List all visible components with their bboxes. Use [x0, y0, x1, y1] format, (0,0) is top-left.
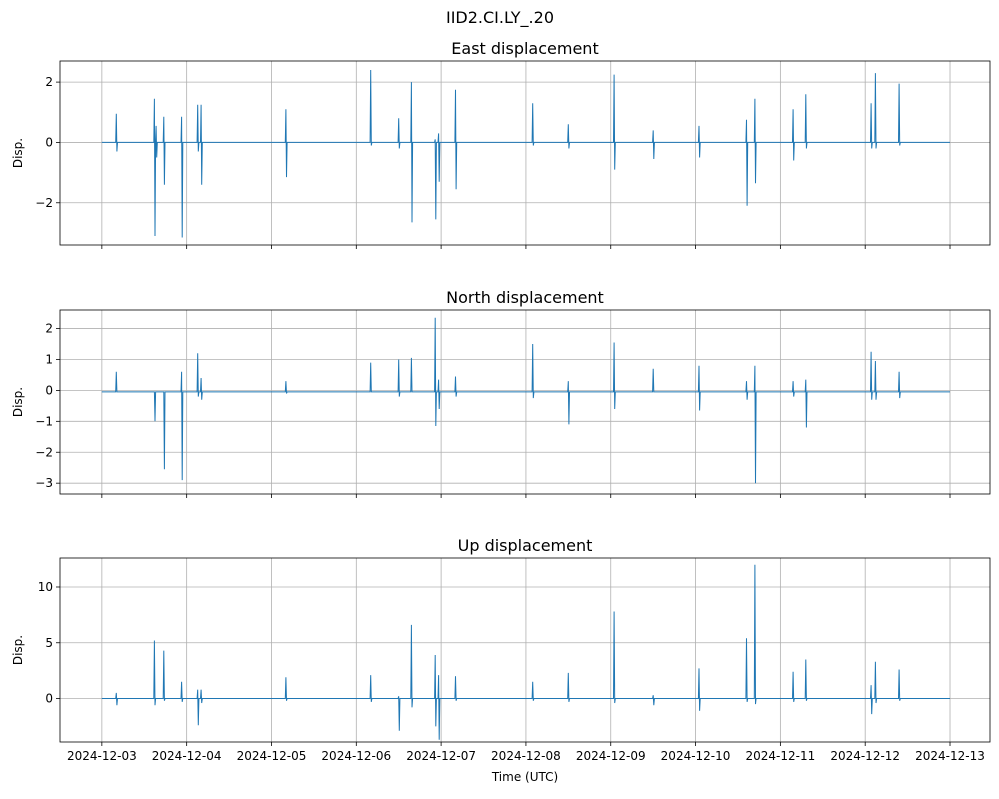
x-axis-label: Time (UTC)	[491, 770, 558, 784]
east-panel: −2 0 2 East displacement Disp.	[11, 39, 991, 249]
up-y-tick-label: 5	[45, 636, 53, 650]
up-series-line	[101, 564, 950, 740]
north-y-tick-label: −1	[35, 414, 53, 428]
north-panel-title: North displacement	[446, 288, 604, 307]
north-panel: −3 −2 −1 0 1 2 North displacement Disp.	[11, 288, 991, 498]
north-y-tick-label: 2	[45, 322, 53, 336]
x-tick-label: 2024-12-08	[491, 749, 561, 763]
suptitle: IID2.CI.LY_.20	[446, 8, 554, 28]
east-series-line	[101, 69, 950, 238]
up-panel-title: Up displacement	[458, 536, 593, 555]
x-tick-label: 2024-12-05	[237, 749, 307, 763]
north-axes-frame	[59, 309, 991, 495]
up-panel: 2024-12-03 2024-12-04 2024-12-05 2024-12-06…	[11, 536, 991, 763]
x-tick-label: 2024-12-07	[406, 749, 476, 763]
north-y-tick-label: −3	[35, 476, 53, 490]
north-y-tick-label: 1	[45, 352, 53, 366]
x-tick-label: 2024-12-13	[915, 749, 985, 763]
east-y-tick-label: −2	[35, 196, 53, 210]
up-y-tick-label: 10	[38, 580, 53, 594]
x-tick-label: 2024-12-03	[67, 749, 137, 763]
x-tick-label: 2024-12-04	[152, 749, 222, 763]
east-axes-frame	[59, 60, 991, 246]
north-y-tick-label: −2	[35, 445, 53, 459]
east-panel-title: East displacement	[451, 39, 598, 58]
north-y-tick-label: 0	[45, 383, 53, 397]
east-y-tick-label: 2	[45, 75, 53, 89]
x-tick-label: 2024-12-11	[746, 749, 816, 763]
x-tick-label: 2024-12-09	[576, 749, 646, 763]
up-y-axis-label: Disp.	[11, 635, 25, 665]
x-tick-label: 2024-12-06	[321, 749, 391, 763]
east-y-tick-label: 0	[45, 135, 53, 149]
north-series-line	[101, 317, 950, 484]
north-y-axis-label: Disp.	[11, 387, 25, 417]
x-tick-label: 2024-12-12	[830, 749, 900, 763]
x-tick-label: 2024-12-10	[661, 749, 731, 763]
east-y-axis-label: Disp.	[11, 138, 25, 168]
up-axes-frame	[59, 557, 991, 743]
up-y-tick-label: 0	[45, 692, 53, 706]
